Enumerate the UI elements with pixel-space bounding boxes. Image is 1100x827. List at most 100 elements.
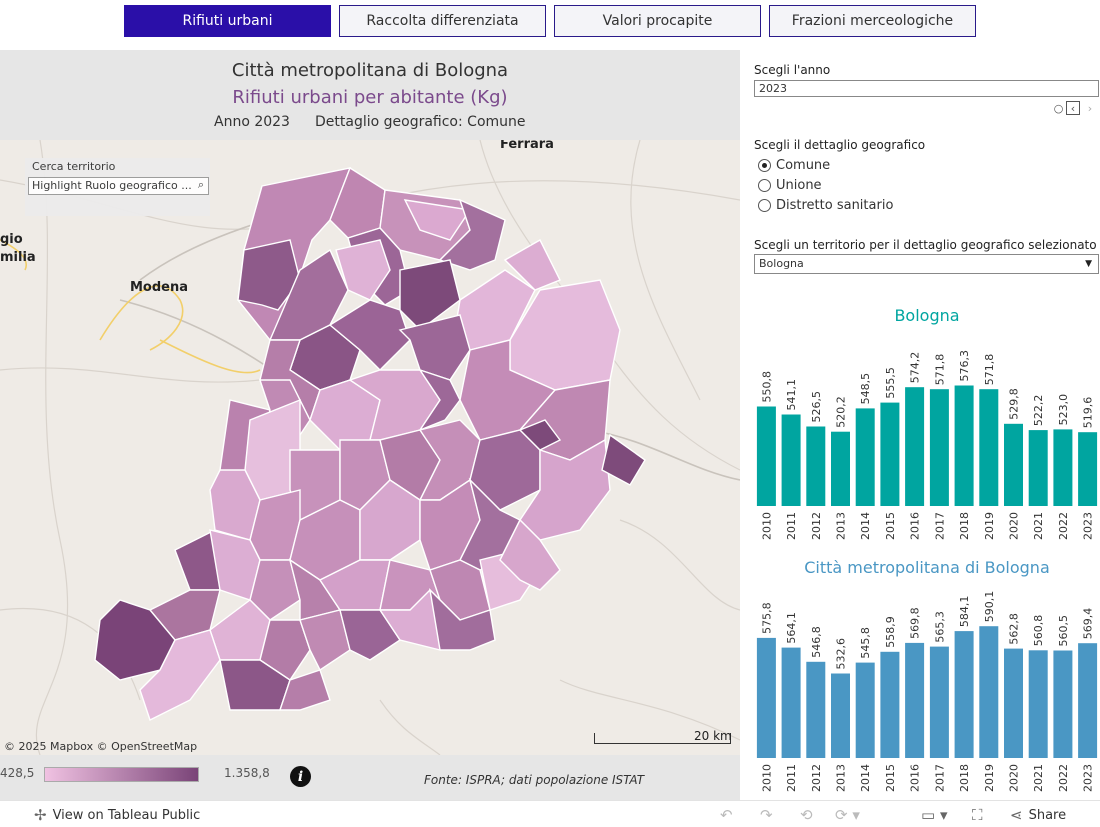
redo-icon[interactable]: ↷	[760, 806, 773, 824]
chart-title-metro: Città metropolitana di Bologna	[804, 558, 1050, 577]
x-tick-2010: 2010	[760, 512, 773, 540]
map-canvas[interactable]	[0, 140, 740, 755]
territory-select[interactable]: Bologna ▼	[754, 254, 1099, 274]
bar-chart-bologna: 550,8 2010 541,1 2011 526,5 2012 520,2 2013 548,…	[754, 333, 1100, 546]
bar-2011[interactable]	[781, 414, 801, 507]
x-tick-2020: 2020	[1008, 512, 1021, 540]
data-label-2011: 541,1	[785, 379, 798, 411]
x-tick-2020: 2020	[1008, 764, 1021, 792]
x-tick-2021: 2021	[1032, 512, 1045, 540]
comment-icon[interactable]: ▭ ▾	[921, 806, 948, 824]
tab-valori-procapite[interactable]: Valori procapite	[554, 5, 761, 37]
data-label-2015: 558,9	[884, 616, 897, 648]
x-tick-2018: 2018	[958, 764, 971, 792]
x-tick-2014: 2014	[859, 512, 872, 540]
tableau-logo-icon: ✢	[34, 806, 47, 824]
revert-icon[interactable]: ⟲	[800, 806, 813, 824]
bar-2014[interactable]	[855, 408, 875, 506]
territory-search-input[interactable]: Highlight Ruolo geografico ...	[28, 177, 209, 195]
territory-select-value: Bologna	[759, 257, 804, 270]
detail-filter-label: Scegli il dettaglio geografico	[754, 138, 926, 152]
chart-title-bologna: Bologna	[894, 306, 960, 325]
legend-color-ramp	[44, 767, 199, 782]
bar-2013[interactable]	[831, 431, 850, 506]
x-tick-2013: 2013	[835, 512, 848, 540]
bar-2022[interactable]	[1053, 650, 1073, 759]
top-nav: Rifiuti urbani Raccolta differenziata Va…	[0, 0, 1100, 50]
bar-2017[interactable]	[929, 389, 949, 506]
radio-checked-icon[interactable]	[758, 159, 771, 172]
tab-raccolta-differenziata[interactable]: Raccolta differenziata	[339, 5, 546, 37]
bar-2014[interactable]	[855, 662, 875, 758]
x-tick-2018: 2018	[958, 512, 971, 540]
bar-2015[interactable]	[880, 651, 900, 758]
next-year-icon[interactable]: ›	[1087, 101, 1093, 115]
x-tick-2012: 2012	[810, 512, 823, 540]
search-icon[interactable]: ⌕	[197, 178, 204, 191]
x-tick-2010: 2010	[760, 764, 773, 792]
bar-2023[interactable]	[1078, 432, 1098, 506]
refresh-icon[interactable]: ⟳ ▾	[835, 806, 860, 824]
data-label-2020: 562,8	[1008, 613, 1021, 645]
prev-year-icon[interactable]: ‹	[1066, 101, 1080, 115]
bar-2021[interactable]	[1028, 650, 1048, 758]
bar-2017[interactable]	[929, 646, 949, 758]
x-tick-2013: 2013	[835, 764, 848, 792]
caret-down-icon[interactable]: ▼	[1085, 259, 1092, 269]
bar-2019[interactable]	[979, 389, 999, 506]
info-icon[interactable]: i	[290, 766, 311, 787]
radio-comune[interactable]: Comune	[758, 158, 830, 173]
bar-2015[interactable]	[880, 402, 900, 506]
data-label-2017: 565,3	[933, 611, 946, 643]
tab-rifiuti-urbani[interactable]: Rifiuti urbani	[124, 5, 331, 37]
data-label-2013: 532,6	[835, 638, 848, 670]
data-label-2017: 571,8	[933, 354, 946, 386]
x-tick-2011: 2011	[785, 764, 798, 792]
x-tick-2015: 2015	[884, 512, 897, 540]
x-tick-2011: 2011	[785, 512, 798, 540]
bar-2010[interactable]	[756, 637, 776, 758]
view-on-tableau-link[interactable]: ✢ View on Tableau Public	[34, 806, 200, 824]
bar-2016[interactable]	[905, 642, 925, 758]
bar-2012[interactable]	[806, 661, 826, 758]
bar-2021[interactable]	[1028, 430, 1048, 506]
bar-2013[interactable]	[831, 673, 850, 759]
bar-2011[interactable]	[781, 647, 801, 758]
bar-2010[interactable]	[756, 406, 776, 507]
data-label-2023: 569,4	[1082, 608, 1095, 640]
bar-2019[interactable]	[979, 626, 999, 758]
share-button[interactable]: ⋖ Share	[1010, 806, 1066, 824]
tab-frazioni-merceologiche[interactable]: Frazioni merceologiche	[769, 5, 976, 37]
city-label-emilia: milia	[0, 250, 36, 265]
x-tick-2015: 2015	[884, 764, 897, 792]
year-input[interactable]: 2023	[754, 80, 1099, 97]
bar-chart-svg: 575,8 2010 564,1 2011 546,8 2012 532,6 2013 545,…	[756, 591, 1098, 792]
radio-unchecked-icon[interactable]	[758, 179, 771, 192]
data-label-2016: 569,8	[909, 607, 922, 639]
bar-2022[interactable]	[1053, 429, 1073, 506]
data-label-2014: 545,8	[859, 627, 872, 659]
x-tick-2022: 2022	[1057, 764, 1070, 792]
bar-2012[interactable]	[806, 426, 826, 507]
x-tick-2019: 2019	[983, 512, 996, 540]
choropleth-map[interactable]: Cerca territorio Highlight Ruolo geograf…	[0, 140, 740, 755]
data-label-2021: 560,8	[1032, 615, 1045, 647]
fullscreen-icon[interactable]: ⛶	[972, 806, 983, 824]
bar-2018[interactable]	[954, 385, 974, 507]
bar-2018[interactable]	[954, 631, 974, 758]
radio-unchecked-icon[interactable]	[758, 199, 771, 212]
map-copyright[interactable]: © 2025 Mapbox © OpenStreetMap	[4, 740, 198, 753]
undo-icon[interactable]: ↶	[720, 806, 733, 824]
data-label-2015: 555,5	[884, 367, 897, 399]
data-label-2014: 548,5	[859, 373, 872, 405]
radio-unione[interactable]: Unione	[758, 178, 822, 193]
bar-2020[interactable]	[1004, 648, 1023, 758]
slider-handle-icon[interactable]: ○	[1053, 101, 1064, 115]
bar-2023[interactable]	[1078, 643, 1098, 758]
data-label-2018: 576,3	[958, 350, 971, 382]
x-tick-2019: 2019	[983, 764, 996, 792]
bar-2020[interactable]	[1004, 423, 1023, 506]
radio-distretto[interactable]: Distretto sanitario	[758, 198, 893, 213]
bar-chart-metro: 575,8 2010 564,1 2011 546,8 2012 532,6 2013 545,…	[754, 585, 1100, 800]
bar-2016[interactable]	[905, 387, 925, 506]
